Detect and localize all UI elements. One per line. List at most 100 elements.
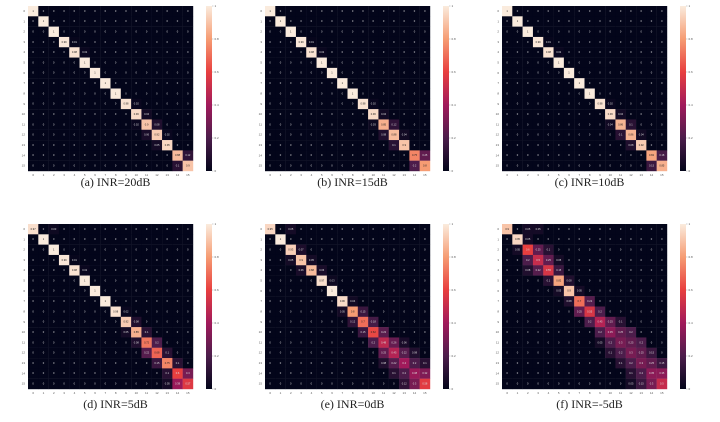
- heatmap-cell: [409, 140, 420, 151]
- cell-label: 0: [321, 237, 323, 241]
- cell-label: 0: [599, 153, 601, 157]
- heatmap-cell: [512, 98, 523, 110]
- heatmap-cell: [58, 316, 70, 328]
- cell-label: 0.5: [660, 382, 664, 386]
- heatmap-cell: [357, 275, 369, 287]
- cell-label: 0: [63, 227, 65, 231]
- heatmap-cell: [532, 254, 544, 266]
- heatmap-cell: [69, 327, 80, 338]
- cell-label: 0.15: [659, 361, 665, 365]
- heatmap-cell: [28, 378, 39, 390]
- cell-label: 0.05: [525, 227, 531, 231]
- cell-label: 0: [300, 340, 302, 344]
- heatmap-cell: [275, 26, 286, 38]
- cell-label: 0: [342, 351, 344, 355]
- heatmap-cell: [522, 244, 534, 256]
- heatmap-cell: [378, 47, 389, 58]
- heatmap-cell: [265, 327, 276, 338]
- cell-label: 0: [146, 237, 148, 241]
- heatmap-cell: [265, 254, 276, 266]
- cell-label: 0: [166, 227, 168, 231]
- cell-label: 0: [373, 9, 375, 13]
- heatmap-cell: [141, 129, 152, 141]
- heatmap-cell: [409, 265, 420, 276]
- cell-label: 0: [414, 247, 416, 251]
- heatmap-cell: [58, 337, 70, 348]
- heatmap-cell: [182, 67, 194, 79]
- heatmap-cell: [532, 285, 544, 297]
- heatmap-cell: [522, 337, 534, 348]
- cell-label: 0: [579, 29, 581, 33]
- cell-label: 0.04: [381, 112, 387, 116]
- cell-label: 0: [393, 9, 395, 13]
- caption: (d) INR=5dB: [83, 397, 147, 411]
- cell-label: 0: [280, 351, 282, 355]
- cell-label: 0: [311, 382, 313, 386]
- cell-label: 0: [537, 153, 539, 157]
- heatmap-cell: [162, 347, 173, 359]
- heatmap-cell: [605, 78, 616, 89]
- heatmap-cell: [532, 119, 544, 130]
- cell-label: 0: [187, 91, 189, 95]
- cell-label: 0: [125, 278, 127, 282]
- heatmap-cell: [79, 67, 91, 79]
- x-tick-label: 6: [331, 173, 333, 177]
- heatmap-cell: [522, 224, 534, 235]
- cell-label: 0: [53, 299, 55, 303]
- cell-label: 0: [527, 50, 529, 54]
- cell-label: 0: [115, 278, 117, 282]
- heatmap-cell: [605, 275, 616, 287]
- cell-label: 0: [53, 40, 55, 44]
- heatmap-cell: [275, 296, 286, 307]
- heatmap-cell: [543, 285, 554, 297]
- cell-label: 0: [610, 29, 612, 33]
- heatmap-cell: [553, 234, 565, 245]
- cell-label: 0: [32, 247, 34, 251]
- heatmap-cell: [347, 36, 359, 48]
- cell-label: 0: [548, 133, 550, 137]
- heatmap-cell: [399, 88, 410, 100]
- cell-label: 0: [620, 278, 622, 282]
- cell-label: 0.12: [350, 320, 356, 324]
- cell-label: 0: [579, 361, 581, 365]
- heatmap-cell: [532, 316, 544, 328]
- cell-label: 0: [300, 382, 302, 386]
- cell-label: 0: [352, 112, 354, 116]
- cell-label: 0: [300, 361, 302, 365]
- heatmap-cell: [409, 78, 420, 89]
- heatmap-cell: [378, 378, 389, 390]
- heatmap-cell: [295, 296, 307, 307]
- cell-label: 0: [269, 71, 271, 75]
- y-tick-label: 2: [23, 248, 25, 252]
- cell-label: 0: [53, 268, 55, 272]
- cell-label: 0: [166, 268, 168, 272]
- cell-label: 0: [506, 268, 508, 272]
- heatmap-cell: [522, 378, 534, 390]
- x-tick-label: 7: [105, 173, 107, 177]
- heatmap-cell: [326, 67, 338, 79]
- heatmap-cell: [347, 234, 359, 245]
- cell-label: 0: [342, 330, 344, 334]
- cell-label: 0: [558, 122, 560, 126]
- cell-label: 0.2: [629, 361, 633, 365]
- heatmap-cell: [522, 140, 534, 151]
- heatmap-cell: [636, 358, 647, 369]
- cell-label: 0: [579, 91, 581, 95]
- heatmap-cell: [512, 109, 523, 120]
- cell-label: 0: [331, 227, 333, 231]
- heatmap-cell: [574, 47, 585, 58]
- cell-label: 0: [84, 29, 86, 33]
- heatmap-cell: [646, 244, 657, 256]
- heatmap-cell: [605, 67, 616, 79]
- cell-label: 0: [63, 81, 65, 85]
- cell-label: 0: [620, 143, 622, 147]
- heatmap-cell: [409, 98, 420, 110]
- cell-label: 0: [342, 19, 344, 23]
- cell-label: 0: [105, 71, 107, 75]
- cell-label: 0: [74, 122, 76, 126]
- cell-label: 0: [403, 247, 405, 251]
- cell-label: 0: [661, 29, 663, 33]
- y-tick-label: 5: [260, 61, 262, 65]
- heatmap-cell: [605, 119, 616, 130]
- cell-label: 0: [125, 164, 127, 168]
